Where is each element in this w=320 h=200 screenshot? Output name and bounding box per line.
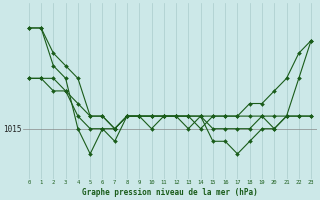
X-axis label: Graphe pression niveau de la mer (hPa): Graphe pression niveau de la mer (hPa) — [82, 188, 258, 197]
